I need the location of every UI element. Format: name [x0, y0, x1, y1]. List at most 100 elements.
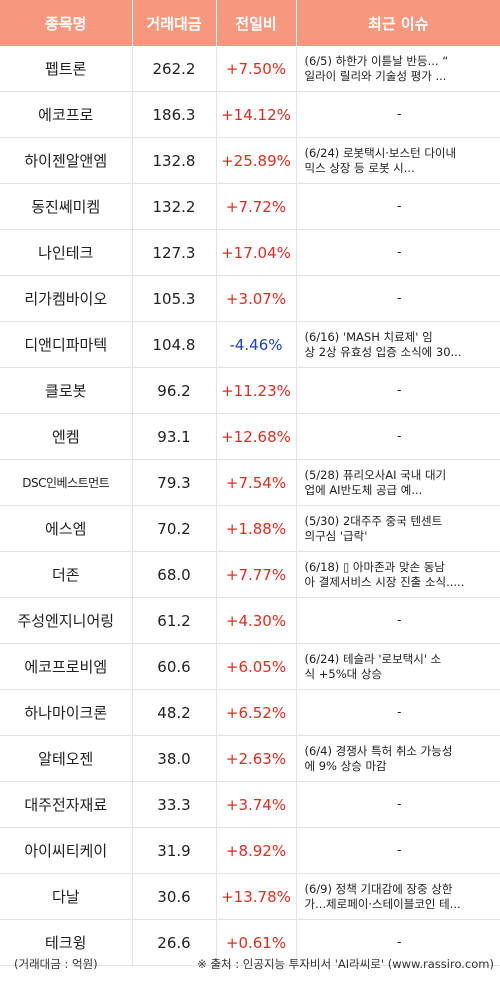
- issue-line: 업에 AI반도체 공급 예...: [304, 482, 423, 497]
- stock-name[interactable]: 에스엠: [0, 505, 133, 552]
- daily-change: +6.05%: [216, 643, 297, 690]
- trade-volume: 96.2: [132, 367, 217, 414]
- header-daily-change: 전일비: [216, 0, 297, 46]
- issue-line: (6/4) 경쟁사 특허 취소 가능성: [304, 743, 453, 758]
- table-row[interactable]: 에코프로 186.3 +14.12% -: [0, 91, 500, 138]
- stock-name[interactable]: 에코프로비엠: [0, 643, 133, 690]
- stock-name[interactable]: 테크윙: [0, 919, 133, 966]
- stock-name[interactable]: 클로봇: [0, 367, 133, 414]
- issue-line: (6/9) 정책 기대감에 장중 상한: [304, 881, 453, 896]
- recent-issue[interactable]: (5/28) 퓨리오사AI 국내 대기 업에 AI반도체 공급 예...: [296, 459, 500, 506]
- table-header-row: 종목명 거래대금 전일비 최근 이슈: [0, 0, 500, 46]
- table-row[interactable]: 펩트론 262.2 +7.50% (6/5) 하한가 이튿날 반등... “일라이 릴…: [0, 46, 500, 92]
- recent-issue: -: [296, 275, 500, 322]
- stock-name[interactable]: 엔켐: [0, 413, 133, 460]
- trade-volume: 33.3: [132, 781, 217, 828]
- recent-issue: -: [296, 413, 500, 460]
- unit-note: (거래대금 : 억원): [14, 957, 98, 971]
- trade-volume: 105.3: [132, 275, 217, 322]
- table-row[interactable]: 테크윙 26.6 +0.61% -: [0, 919, 500, 966]
- trade-volume: 132.2: [132, 183, 217, 230]
- stock-name[interactable]: 펩트론: [0, 46, 133, 92]
- trade-volume: 60.6: [132, 643, 217, 690]
- table-row[interactable]: 하나마이크론 48.2 +6.52% -: [0, 689, 500, 736]
- header-recent-issue: 최근 이슈: [296, 0, 500, 46]
- recent-issue: -: [296, 781, 500, 828]
- table-row[interactable]: 에스엠 70.2 +1.88% (5/30) 2대주주 중국 텐센트 의구심 '급락': [0, 505, 500, 552]
- trade-volume: 79.3: [132, 459, 217, 506]
- daily-change: +4.30%: [216, 597, 297, 644]
- stock-name[interactable]: 하이젠알앤엠: [0, 137, 133, 184]
- recent-issue[interactable]: (5/30) 2대주주 중국 텐센트 의구심 '급락': [296, 505, 500, 552]
- table-row[interactable]: DSC인베스트먼트 79.3 +7.54% (5/28) 퓨리오사AI 국내 대기 업에…: [0, 459, 500, 506]
- daily-change: +3.07%: [216, 275, 297, 322]
- daily-change: -4.46%: [216, 321, 297, 368]
- daily-change: +13.78%: [216, 873, 297, 920]
- recent-issue: -: [296, 919, 500, 966]
- stock-name[interactable]: 더존: [0, 551, 133, 598]
- table-row[interactable]: 주성엔지니어링 61.2 +4.30% -: [0, 597, 500, 644]
- trade-volume: 38.0: [132, 735, 217, 782]
- recent-issue[interactable]: (6/5) 하한가 이튿날 반등... “일라이 릴리와 기술성 평가 ...: [296, 46, 500, 92]
- stock-name[interactable]: 하나마이크론: [0, 689, 133, 736]
- table-row[interactable]: 더존 68.0 +7.77% (6/18) ▯ 아마존과 맞손 동남 아 결제서비스 시…: [0, 551, 500, 598]
- recent-issue[interactable]: (6/9) 정책 기대감에 장중 상한 가...제로페이·스테이블코인 테...: [296, 873, 500, 920]
- recent-issue: -: [296, 689, 500, 736]
- issue-line: (6/18) ▯ 아마존과 맞손 동남: [304, 559, 445, 574]
- daily-change: +12.68%: [216, 413, 297, 460]
- daily-change: +25.89%: [216, 137, 297, 184]
- table-row[interactable]: 나인테크 127.3 +17.04% -: [0, 229, 500, 276]
- table-row[interactable]: 아이씨티케이 31.9 +8.92% -: [0, 827, 500, 874]
- table-row[interactable]: 다날 30.6 +13.78% (6/9) 정책 기대감에 장중 상한 가...제로페이…: [0, 873, 500, 920]
- trade-volume: 26.6: [132, 919, 217, 966]
- recent-issue[interactable]: (6/4) 경쟁사 특허 취소 가능성 에 9% 상승 마감: [296, 735, 500, 782]
- issue-line: (5/30) 2대주주 중국 텐센트: [304, 513, 443, 528]
- daily-change: +17.04%: [216, 229, 297, 276]
- stock-name[interactable]: 아이씨티케이: [0, 827, 133, 874]
- stock-name[interactable]: 알테오젠: [0, 735, 133, 782]
- recent-issue: -: [296, 367, 500, 414]
- stock-name[interactable]: DSC인베스트먼트: [0, 459, 133, 506]
- issue-line: -: [397, 245, 402, 259]
- issue-line: 믹스 상장 등 로봇 시...: [304, 160, 415, 175]
- table-row[interactable]: 클로봇 96.2 +11.23% -: [0, 367, 500, 414]
- trade-volume: 70.2: [132, 505, 217, 552]
- daily-change: +3.74%: [216, 781, 297, 828]
- table-row[interactable]: 엔켐 93.1 +12.68% -: [0, 413, 500, 460]
- issue-line: 가...제로페이·스테이블코인 테...: [304, 896, 461, 911]
- stock-name[interactable]: 다날: [0, 873, 133, 920]
- table-row[interactable]: 하이젠알앤엠 132.8 +25.89% (6/24) 로봇택시·보스턴 다이내 믹스 …: [0, 137, 500, 184]
- stock-name[interactable]: 리가켐바이오: [0, 275, 133, 322]
- stock-name[interactable]: 나인테크: [0, 229, 133, 276]
- table-row[interactable]: 알테오젠 38.0 +2.63% (6/4) 경쟁사 특허 취소 가능성 에 9% 상승…: [0, 735, 500, 782]
- daily-change: +7.72%: [216, 183, 297, 230]
- daily-change: +0.61%: [216, 919, 297, 966]
- trade-volume: 127.3: [132, 229, 217, 276]
- table-row[interactable]: 리가켐바이오 105.3 +3.07% -: [0, 275, 500, 322]
- stock-name[interactable]: 주성엔지니어링: [0, 597, 133, 644]
- recent-issue: -: [296, 183, 500, 230]
- table-row[interactable]: 대주전자재료 33.3 +3.74% -: [0, 781, 500, 828]
- stock-name[interactable]: 대주전자재료: [0, 781, 133, 828]
- trade-volume: 48.2: [132, 689, 217, 736]
- issue-line: (6/16) 'MASH 치료제' 임: [304, 329, 433, 344]
- issue-line: 식 +5%대 상승: [304, 666, 383, 681]
- recent-issue[interactable]: (6/24) 로봇택시·보스턴 다이내 믹스 상장 등 로봇 시...: [296, 137, 500, 184]
- stock-name[interactable]: 디앤디파마텍: [0, 321, 133, 368]
- table-row[interactable]: 동진쎄미켐 132.2 +7.72% -: [0, 183, 500, 230]
- recent-issue[interactable]: (6/18) ▯ 아마존과 맞손 동남 아 결제서비스 시장 진출 소식.....: [296, 551, 500, 598]
- stock-name[interactable]: 동진쎄미켐: [0, 183, 133, 230]
- trade-volume: 61.2: [132, 597, 217, 644]
- issue-line: (6/5) 하한가 이튿날 반등... “: [304, 53, 449, 68]
- daily-change: +7.54%: [216, 459, 297, 506]
- issue-line: 에 9% 상승 마감: [304, 758, 387, 773]
- footer: (거래대금 : 억원) ※ 출처 : 인공지능 투자비서 'AI라씨로' (ww…: [0, 956, 500, 976]
- recent-issue: -: [296, 229, 500, 276]
- issue-line: 일라이 릴리와 기술성 평가 ...: [304, 68, 447, 83]
- stock-name[interactable]: 에코프로: [0, 91, 133, 138]
